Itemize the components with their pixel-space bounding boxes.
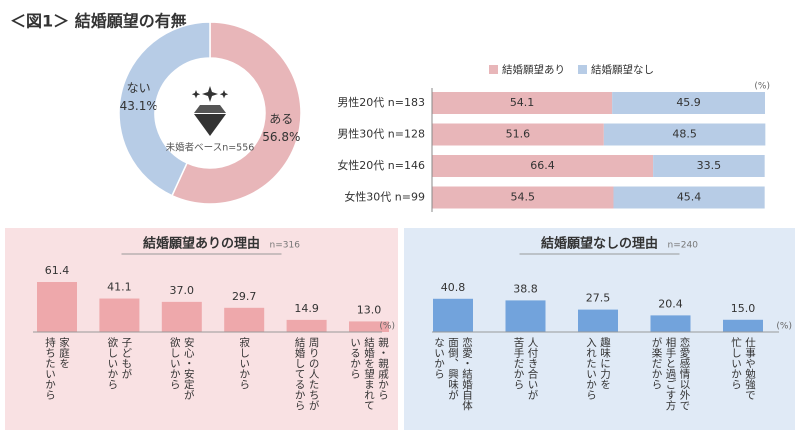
- legend-swatch: [489, 65, 498, 74]
- slice-label: ない: [127, 81, 151, 95]
- bar-value: 54.1: [510, 96, 535, 109]
- bar-segment: [612, 92, 765, 114]
- y-tick-label: 男性20代 n=183: [337, 95, 425, 109]
- bar-segment: [432, 92, 613, 114]
- panel-title: 結婚願望ありの理由: [143, 236, 260, 252]
- bar-segment: [432, 123, 604, 146]
- y-tick-label: 女性30代 n=99: [344, 190, 425, 204]
- bar-value: 51.6: [506, 128, 531, 141]
- bar-value: 66.4: [530, 159, 555, 172]
- bar-value: 48.5: [672, 128, 697, 141]
- y-tick-label: 女性20代 n=146: [337, 158, 425, 172]
- x-tick-label: 寂しいから: [238, 337, 251, 390]
- bar-segment: [653, 155, 765, 177]
- legend-swatch: [578, 65, 587, 74]
- panel-subtitle: n=316: [270, 241, 301, 251]
- bar: [505, 300, 546, 332]
- bar: [161, 301, 202, 332]
- bar-value: 45.9: [676, 96, 701, 109]
- bar-value: 13.0: [357, 303, 382, 316]
- unit-label: (%): [776, 322, 792, 332]
- x-tick-label: 家庭を 持ちたいから: [44, 337, 70, 400]
- panel-title: 結婚願望なしの理由: [541, 236, 658, 252]
- x-tick-label: 恋愛・結婚自体 面倒、興味が ないから: [433, 337, 473, 411]
- slice-label: ある: [269, 112, 293, 126]
- bar: [578, 309, 618, 332]
- unit-label: (%): [379, 322, 395, 332]
- bar-value: 15.0: [731, 302, 756, 315]
- bar-value: 20.4: [658, 297, 683, 310]
- bar-value: 37.0: [170, 284, 195, 297]
- bar-value: 29.7: [232, 290, 257, 303]
- bar: [349, 321, 389, 332]
- bar-segment: [432, 186, 614, 209]
- page-title: ＜図1＞ 結婚願望の有無: [10, 12, 187, 31]
- bar: [286, 319, 327, 332]
- slice-value: 43.1%: [120, 99, 158, 113]
- x-tick-label: 安心・安定が 欲しいから: [168, 337, 195, 400]
- unit-label: (%): [754, 82, 770, 92]
- legend-label: 結婚願望あり: [502, 63, 565, 76]
- bar-value: 45.4: [677, 191, 702, 204]
- bar-segment: [432, 155, 654, 177]
- bar: [99, 298, 140, 332]
- bar: [224, 307, 265, 332]
- panel-subtitle: n=240: [668, 241, 699, 251]
- bar-segment: [613, 186, 765, 209]
- bar: [650, 315, 691, 332]
- x-tick-label: 人付き合いが 苦手だから: [512, 337, 539, 400]
- pie-slice: [171, 21, 302, 205]
- pie-slice: [118, 21, 211, 197]
- bar-value: 41.1: [107, 281, 132, 294]
- bar-value: 14.9: [294, 302, 319, 315]
- bar: [433, 298, 473, 332]
- bar-value: 38.8: [513, 282, 538, 295]
- x-tick-label: 親・親戚から 結婚を望まれて いるから: [349, 337, 389, 411]
- legend-label: 結婚願望なし: [591, 63, 654, 76]
- center-note: 未婚者ベースn=556: [166, 142, 255, 154]
- x-tick-label: 恋愛感情以外で 相手と過ごす方 が楽だから: [650, 337, 691, 411]
- bar-value: 40.8: [441, 281, 466, 294]
- diamond-icon: [191, 86, 229, 136]
- y-tick-label: 男性30代 n=128: [337, 127, 425, 141]
- bar-value: 27.5: [586, 292, 611, 305]
- bar-segment: [603, 123, 766, 146]
- x-tick-label: 周りの人たちが 結婚してるから: [293, 337, 320, 411]
- bar-value: 61.4: [45, 264, 70, 277]
- bar: [723, 319, 763, 332]
- x-tick-label: 子どもが 欲しいから: [106, 337, 133, 390]
- bar-value: 54.5: [510, 191, 535, 204]
- bar-value: 33.5: [697, 159, 722, 172]
- bar: [37, 282, 77, 332]
- x-tick-label: 趣味に力を 入れたいから: [585, 337, 611, 400]
- slice-value: 56.8%: [262, 130, 300, 144]
- x-tick-label: 仕事や勉強で 忙しいから: [730, 337, 756, 400]
